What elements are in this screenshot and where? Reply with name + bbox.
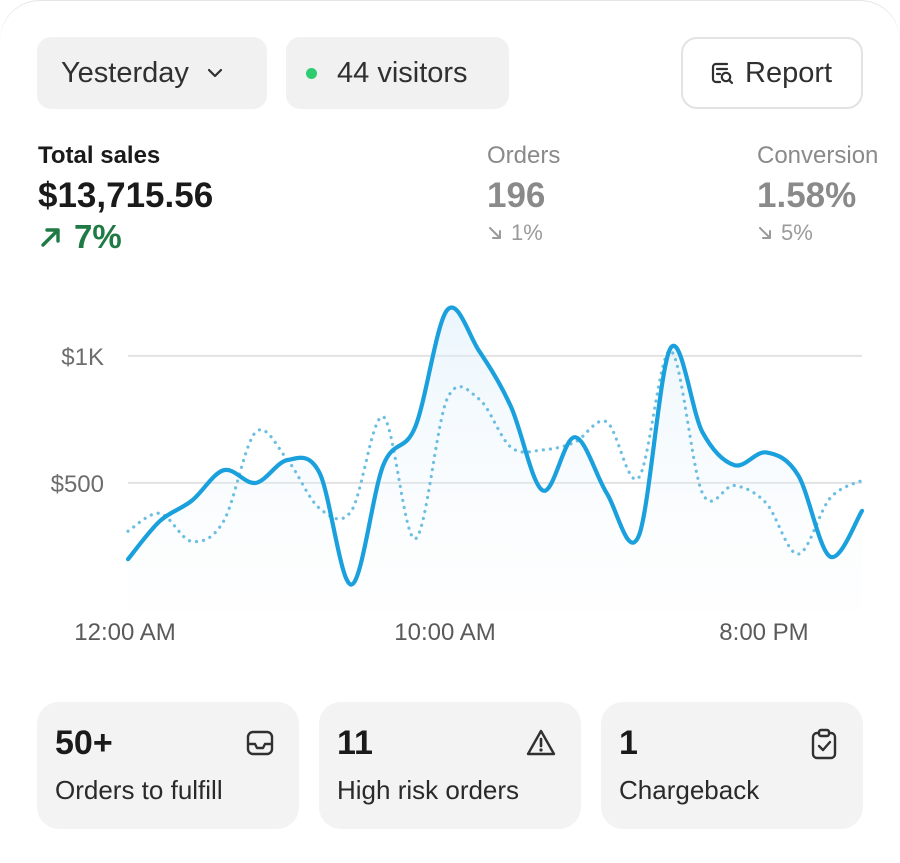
metric-change: 7% [38, 218, 213, 256]
y-tick-label: $500 [51, 471, 104, 498]
metric-total-sales[interactable]: Total sales $13,715.56 7% [38, 142, 213, 256]
sales-line-chart[interactable]: $1K $500 12:00 AM 10:00 AM 8:00 PM [0, 290, 900, 670]
comparison-series-line [126, 349, 864, 556]
metric-change-value: 7% [74, 218, 122, 255]
metric-label: Total sales [38, 142, 161, 169]
metric-conversion[interactable]: Conversion 1.58% 5% [757, 142, 900, 246]
tile-value: 50+ [55, 724, 113, 762]
y-axis: $1K $500 [51, 344, 104, 498]
report-button[interactable]: Report [681, 37, 863, 109]
x-tick-label: 10:00 AM [394, 619, 495, 646]
metric-value: $13,715.56 [38, 176, 214, 215]
x-tick-label: 8:00 PM [719, 619, 808, 646]
metric-value: 1.58% [757, 176, 857, 215]
date-range-label: Yesterday [61, 56, 189, 89]
date-range-selector[interactable]: Yesterday [37, 37, 267, 109]
arrow-down-right-icon [489, 227, 501, 239]
alert-triangle-icon [526, 729, 556, 756]
report-label: Report [745, 56, 833, 89]
y-tick-label: $1K [61, 344, 104, 371]
series-area-fill [128, 307, 862, 610]
clipboard-check-icon [811, 728, 837, 760]
metric-change-value: 5% [781, 220, 813, 245]
inbox-icon [246, 730, 274, 756]
x-axis: 12:00 AM 10:00 AM 8:00 PM [74, 619, 808, 646]
metric-change: 5% [757, 220, 900, 246]
tile-value: 1 [619, 724, 638, 762]
tile-value: 11 [337, 724, 373, 762]
tile-label: Orders to fulfill [55, 775, 223, 805]
current-series-line [125, 305, 865, 587]
tile-high-risk-orders[interactable]: 11 High risk orders [319, 702, 581, 829]
metric-change: 1% [487, 220, 560, 246]
chevron-down-icon [207, 68, 223, 78]
live-dot-icon [306, 67, 317, 79]
metric-change-value: 1% [511, 220, 543, 245]
chart-series [125, 305, 865, 610]
live-visitors-badge[interactable]: 44 visitors [286, 37, 509, 109]
arrow-down-right-icon [759, 227, 771, 239]
report-search-icon [711, 62, 734, 85]
tile-label: High risk orders [337, 775, 520, 805]
visitors-label: 44 visitors [337, 56, 468, 89]
metric-orders[interactable]: Orders 196 1% [487, 142, 560, 246]
x-tick-label: 12:00 AM [74, 619, 175, 646]
metric-value: 196 [487, 176, 546, 215]
arrow-up-right-icon [41, 228, 60, 247]
metric-label: Orders [487, 142, 561, 169]
metric-label: Conversion [757, 142, 879, 169]
tile-label: Chargeback [619, 775, 760, 805]
tile-orders-to-fulfill[interactable]: 50+ Orders to fulfill [37, 702, 299, 829]
tile-chargeback[interactable]: 1 Chargeback [601, 702, 863, 829]
